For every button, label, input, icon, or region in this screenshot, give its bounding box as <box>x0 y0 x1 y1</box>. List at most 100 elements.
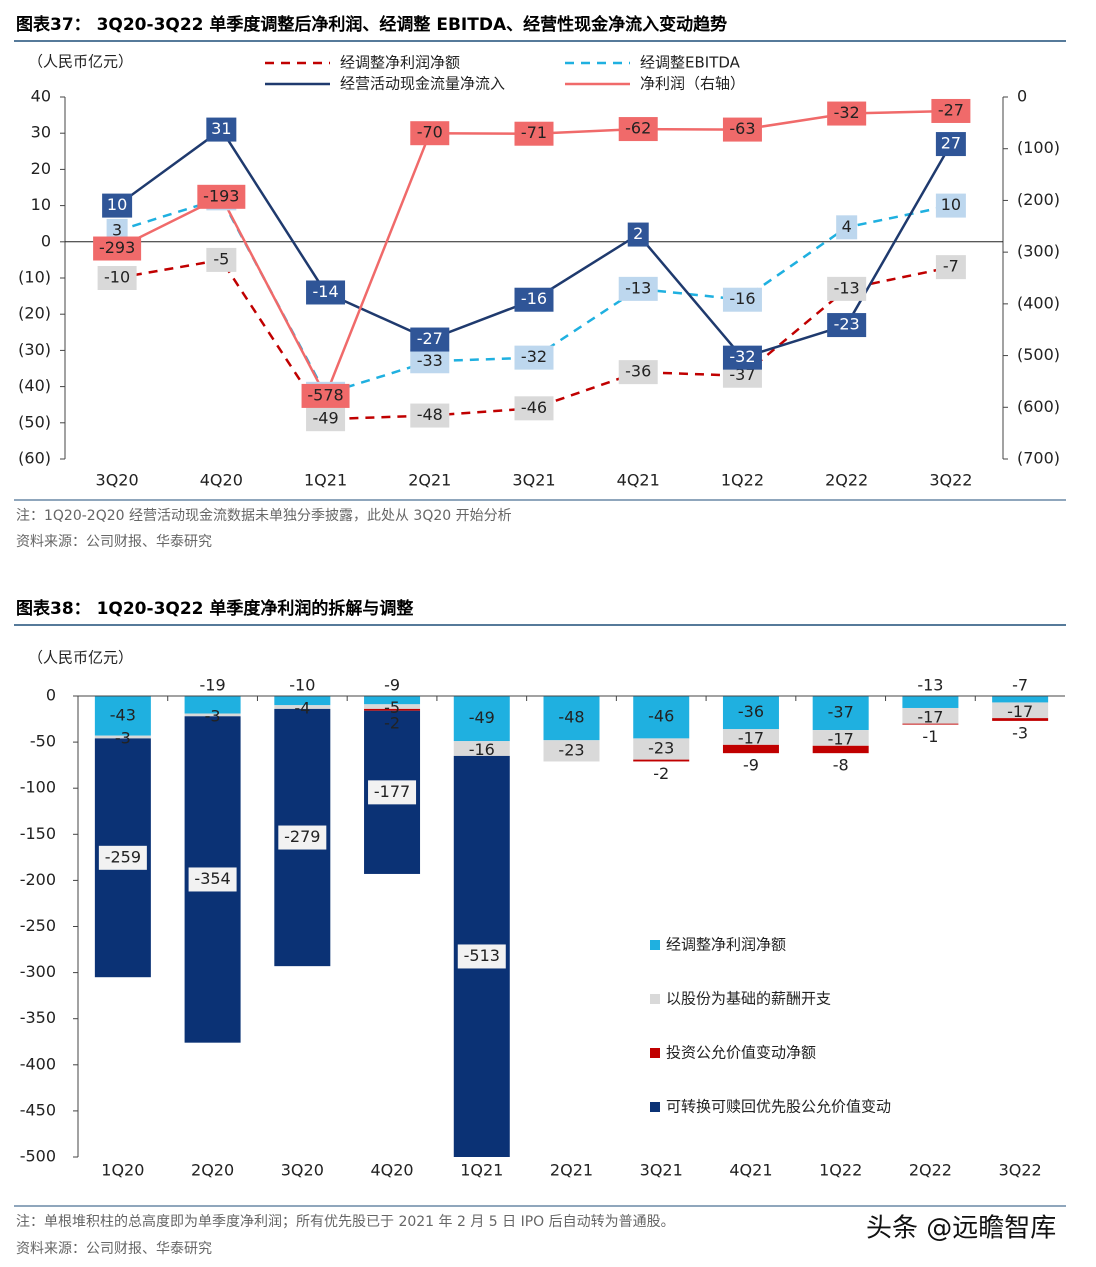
data-label-box <box>410 327 450 352</box>
figure-title: 图表37： 3Q20-3Q22 单季度调整后净利润、经调整 EBITDA、经营性… <box>16 14 727 35</box>
data-label-box <box>188 867 237 892</box>
bar-segment <box>543 740 600 762</box>
data-label-box <box>306 407 346 432</box>
data-label: -3 <box>1012 723 1028 742</box>
data-label: -17 <box>828 729 854 748</box>
y-tick-label: -150 <box>20 824 56 843</box>
y-tick-label: 20 <box>31 159 51 178</box>
bar-segment <box>633 696 690 739</box>
bar-segment <box>453 741 510 756</box>
data-label: -49 <box>469 708 495 727</box>
data-label: -71 <box>521 123 547 142</box>
data-label-box <box>97 266 137 290</box>
bar-segment <box>992 696 1049 703</box>
unit-label: （人民币亿元） <box>28 649 133 667</box>
data-label-box <box>722 345 762 370</box>
y2-tick-label: (400) <box>1017 293 1060 312</box>
y-tick-label: 40 <box>31 87 51 106</box>
data-label: -513 <box>464 946 500 965</box>
data-label-box <box>827 276 867 301</box>
x-tick-label: 1Q21 <box>304 471 347 490</box>
data-label-box <box>514 396 554 421</box>
data-label: -46 <box>648 707 674 726</box>
data-label: -259 <box>105 847 141 866</box>
data-label: -48 <box>558 708 584 727</box>
x-tick-label: 4Q21 <box>729 1161 772 1180</box>
legend-label: 投资公允价值变动净额 <box>666 1044 816 1062</box>
data-label: -17 <box>738 729 764 748</box>
bar-segment <box>94 735 151 739</box>
data-label: -46 <box>521 398 547 417</box>
data-label: -9 <box>384 676 400 695</box>
data-label-box <box>935 132 966 157</box>
y-tick-label: -200 <box>20 870 56 889</box>
data-label: -2 <box>653 764 669 783</box>
data-label: -37 <box>828 703 854 722</box>
x-tick-label: 3Q20 <box>96 471 139 490</box>
bar-segment <box>722 696 779 730</box>
data-label: -32 <box>834 103 860 122</box>
bar-segment <box>722 729 779 745</box>
x-tick-label: 3Q22 <box>999 1161 1042 1180</box>
data-label: -1 <box>922 727 938 746</box>
y-tick-label: -500 <box>20 1147 56 1166</box>
data-label-box <box>368 780 417 805</box>
data-label-box <box>102 193 133 218</box>
data-label: 10 <box>107 195 127 214</box>
legend-label: 可转换可赎回优先股公允价值变动 <box>666 1098 891 1116</box>
data-label: -578 <box>307 385 343 404</box>
data-label: -17 <box>1007 702 1033 721</box>
data-label: -10 <box>104 268 130 287</box>
bar-segment <box>812 745 869 754</box>
data-label: -177 <box>374 782 410 801</box>
data-label-box <box>722 117 762 142</box>
data-label: -5 <box>384 698 400 717</box>
data-label-box <box>410 349 450 374</box>
y-tick-label: -100 <box>20 778 56 797</box>
data-label: -13 <box>834 278 860 297</box>
data-label: -49 <box>312 409 338 428</box>
y2-tick-label: (300) <box>1017 242 1060 261</box>
data-label: -23 <box>834 315 860 334</box>
note: 注：1Q20-2Q20 经营活动现金流数据未单独分季披露，此处从 3Q20 开始… <box>16 508 512 524</box>
bar-segment <box>902 707 959 724</box>
data-label: -13 <box>917 676 943 695</box>
data-label: -62 <box>625 119 651 138</box>
y-tick-label: 0 <box>41 231 51 250</box>
data-label: -70 <box>417 123 443 142</box>
data-label-box <box>410 121 450 146</box>
y2-tick-label: (600) <box>1017 397 1060 416</box>
y-tick-label: -400 <box>20 1054 56 1073</box>
data-label: -27 <box>417 329 443 348</box>
x-tick-label: 2Q20 <box>191 1161 234 1180</box>
data-label-box <box>935 255 966 280</box>
bar-segment <box>453 696 510 742</box>
data-label: -36 <box>625 362 651 381</box>
data-label: -32 <box>521 347 547 366</box>
data-label-box <box>627 222 649 247</box>
data-label: -43 <box>110 705 136 724</box>
x-tick-label: 1Q22 <box>819 1161 862 1180</box>
data-label: -16 <box>469 740 495 759</box>
data-label: -293 <box>99 238 135 257</box>
x-tick-label: 4Q20 <box>370 1161 413 1180</box>
legend-swatch <box>650 1102 660 1112</box>
figure-title: 图表38： 1Q20-3Q22 单季度净利润的拆解与调整 <box>16 598 413 619</box>
legend-label: 经调整净利润净额 <box>666 936 786 954</box>
y-tick-label: -250 <box>20 916 56 935</box>
data-label: 3 <box>112 220 122 239</box>
bar-segment <box>364 704 421 709</box>
bar-segment <box>633 759 690 762</box>
data-label: 31 <box>211 119 231 138</box>
watermark: 头条 @远瞻智库 <box>866 1214 1056 1244</box>
data-label: -14 <box>312 282 338 301</box>
data-label: -48 <box>417 405 443 424</box>
source: 资料来源：公司财报、华泰研究 <box>16 1241 212 1257</box>
y-tick-label: (50) <box>18 412 51 431</box>
legend-label: 净利润（右轴） <box>640 75 745 93</box>
x-tick-label: 1Q20 <box>101 1161 144 1180</box>
x-tick-label: 1Q21 <box>460 1161 503 1180</box>
y2-tick-label: (700) <box>1017 449 1060 468</box>
data-label: -33 <box>417 351 443 370</box>
data-label: -3 <box>205 706 221 725</box>
